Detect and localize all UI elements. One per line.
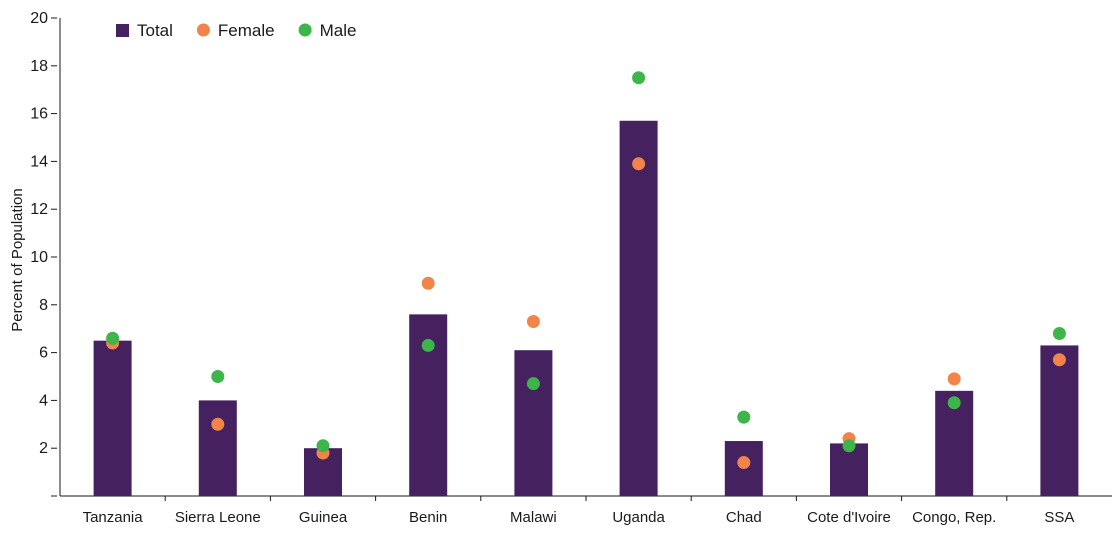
legend: Total Female Male bbox=[116, 21, 356, 40]
bar-total bbox=[514, 350, 553, 496]
x-tick-label: Congo, Rep. bbox=[912, 509, 996, 526]
point-male bbox=[106, 331, 120, 345]
legend-label-female: Female bbox=[218, 21, 275, 40]
y-tick-label: 6 bbox=[39, 345, 48, 362]
point-male bbox=[1052, 326, 1066, 340]
point-male bbox=[316, 439, 330, 453]
y-tick-label: 4 bbox=[39, 392, 48, 409]
legend-label-male: Male bbox=[320, 21, 357, 40]
bar-total bbox=[619, 120, 658, 497]
legend-swatch-male bbox=[298, 23, 312, 37]
point-female bbox=[211, 417, 225, 431]
point-male bbox=[211, 370, 225, 383]
x-tick-label: Benin bbox=[409, 509, 447, 526]
point-female bbox=[947, 372, 961, 386]
y-tick-label: 2 bbox=[39, 440, 48, 457]
y-tick-label: 20 bbox=[30, 10, 48, 27]
point-male bbox=[842, 439, 856, 453]
point-male bbox=[421, 338, 435, 352]
points bbox=[106, 71, 1066, 470]
legend-swatch-total bbox=[116, 24, 129, 37]
legend-label-total: Total bbox=[137, 21, 173, 40]
point-male bbox=[737, 410, 751, 424]
x-tick-label: Malawi bbox=[510, 509, 557, 526]
y-tick-label: 8 bbox=[39, 297, 48, 314]
x-tick-label: Tanzania bbox=[83, 509, 144, 526]
x-tick-label: SSA bbox=[1044, 509, 1074, 526]
point-male bbox=[947, 396, 961, 410]
y-tick-label: 10 bbox=[30, 249, 48, 266]
x-tick-label: Uganda bbox=[612, 509, 665, 526]
bar-total bbox=[93, 340, 132, 496]
x-tick-label: Chad bbox=[726, 509, 762, 526]
bar-total bbox=[1040, 345, 1079, 496]
point-female bbox=[526, 315, 540, 329]
y-axis-label: Percent of Population bbox=[9, 188, 26, 331]
x-tick-label: Guinea bbox=[299, 509, 348, 526]
y-tick-label: 16 bbox=[30, 106, 48, 123]
point-female bbox=[1052, 353, 1066, 367]
y-tick-label: 14 bbox=[30, 153, 48, 170]
x-tick-label: Cote d'Ivoire bbox=[807, 509, 891, 526]
y-tick-label: 12 bbox=[30, 201, 48, 218]
point-male bbox=[526, 377, 540, 391]
point-male bbox=[632, 71, 646, 85]
point-female bbox=[421, 276, 435, 290]
x-tick-label: Sierra Leone bbox=[175, 509, 261, 526]
point-female bbox=[632, 157, 646, 171]
bar-total bbox=[198, 400, 237, 496]
point-female bbox=[737, 456, 751, 470]
y-tick-label: 18 bbox=[30, 58, 48, 75]
x-tick-labels: Tanzania Sierra Leone Guinea Benin Malawi Uga… bbox=[83, 509, 1075, 526]
legend-swatch-female bbox=[196, 23, 210, 37]
bars bbox=[93, 120, 1079, 497]
